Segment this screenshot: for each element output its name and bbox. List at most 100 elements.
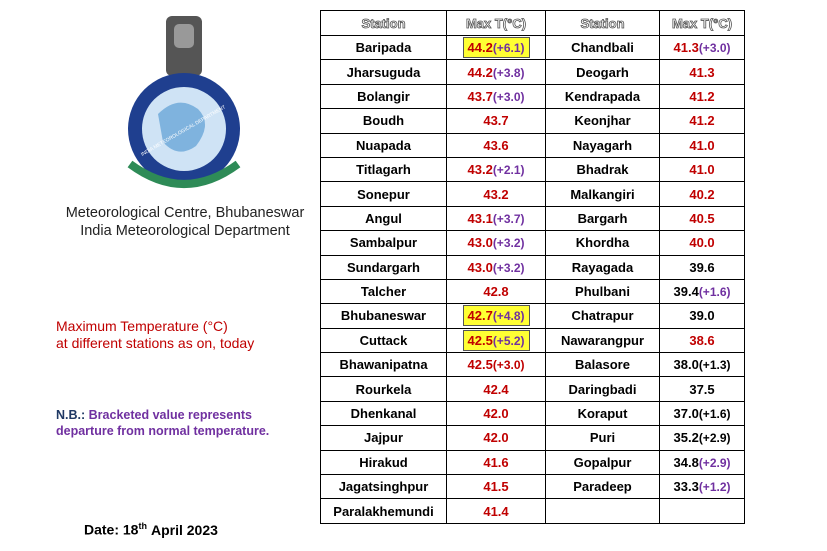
temp-wrap: 41.0 [689, 138, 714, 153]
temp-cell: 41.0 [659, 156, 745, 183]
max-temp: 43.1 [467, 210, 493, 226]
temp-cell: 43.0(+3.2) [446, 254, 546, 280]
departure: (+1.6) [698, 407, 731, 422]
temp-wrap: 42.0 [483, 406, 508, 421]
temp-wrap: 43.7(+3.0) [468, 89, 525, 104]
table-row: Cuttack 42.5(+5.2) Nawarangpur 38.6 [320, 327, 745, 354]
temp-cell: 42.4 [446, 376, 546, 402]
station-cell: Jagatsinghpur [320, 474, 447, 500]
empty-cell [545, 498, 660, 524]
max-temp: 44.2 [467, 40, 493, 56]
max-temp: 41.3 [673, 40, 699, 56]
temp-wrap: 41.3 [689, 65, 714, 80]
departure: (+1.2) [698, 480, 731, 495]
temp-cell: 41.5 [446, 474, 546, 500]
station-cell: Puri [545, 425, 660, 451]
table-row: Sambalpur 43.0(+3.2) Khordha 40.0 [320, 230, 745, 256]
temp-wrap: 41.2 [689, 89, 714, 104]
temp-wrap: 39.4(+1.6) [674, 284, 731, 299]
departure: (+3.0) [698, 41, 731, 56]
header-row: Station Max T(°C) Station Max T(°C) [320, 10, 745, 36]
station-cell: Bhadrak [545, 156, 660, 183]
departure: (+3.8) [492, 65, 525, 80]
table-row: Jajpur 42.0 Puri 35.2(+2.9) [320, 425, 745, 451]
station-cell: Jharsuguda [320, 59, 447, 85]
temp-wrap: 41.6 [483, 455, 508, 470]
temp-wrap: 43.0(+3.2) [468, 260, 525, 275]
temp-wrap: 43.2 [483, 187, 508, 202]
empty-cell [659, 498, 745, 524]
temp-wrap: 42.5(+5.2) [462, 329, 530, 351]
max-temp: 38.6 [689, 332, 715, 348]
temp-wrap: 40.5 [689, 211, 714, 226]
station-cell: Sonepur [320, 181, 447, 207]
station-cell: Sambalpur [320, 230, 447, 256]
table-row: Bhawanipatna 42.5(+3.0) Balasore 38.0(+1.3) [320, 352, 745, 378]
table-row: Sundargarh 43.0(+3.2) Rayagada 39.6 [320, 254, 745, 280]
temp-wrap: 37.0(+1.6) [674, 406, 731, 421]
station-cell: Paradeep [545, 474, 660, 500]
temp-cell: 38.0(+1.3) [659, 352, 745, 378]
station-cell: Chandbali [545, 34, 660, 61]
max-temp: 43.7 [467, 88, 493, 104]
note: N.B.: Bracketed value represents departu… [56, 407, 306, 439]
departure: (+6.1) [492, 41, 525, 56]
station-cell: Boudh [320, 108, 447, 134]
station-cell: Angul [320, 205, 447, 232]
temp-cell: 41.3(+3.0) [659, 34, 745, 61]
max-temp: 43.0 [467, 235, 493, 251]
table-row: Jharsuguda 44.2(+3.8) Deogarh 41.3 [320, 59, 745, 85]
max-temp: 42.4 [483, 381, 509, 397]
departure: (+2.9) [698, 455, 731, 470]
temp-cell: 43.0(+3.2) [446, 230, 546, 256]
station-cell: Keonjhar [545, 108, 660, 134]
table-row: Jagatsinghpur 41.5 Paradeep 33.3(+1.2) [320, 474, 745, 500]
max-temp: 41.6 [483, 454, 509, 470]
max-temp: 41.0 [689, 137, 715, 153]
table-row: Boudh 43.7 Keonjhar 41.2 [320, 108, 745, 134]
temp-cell: 43.2 [446, 181, 546, 207]
temp-cell: 43.7 [446, 108, 546, 134]
temp-wrap: 33.3(+1.2) [674, 479, 731, 494]
temp-wrap: 42.0 [483, 430, 508, 445]
station-cell: Bolangir [320, 83, 447, 110]
logo-ribbon [127, 160, 241, 188]
temp-cell: 40.5 [659, 205, 745, 232]
departure: (+5.2) [492, 333, 525, 348]
max-temp: 42.0 [483, 430, 509, 446]
station-cell: Nayagarh [545, 132, 660, 158]
max-temp: 43.7 [483, 113, 509, 129]
max-temp: 41.5 [483, 479, 509, 495]
table-row: Rourkela 42.4 Daringbadi 37.5 [320, 376, 745, 402]
imd-logo: INDIA METEOROLOGICAL DEPARTMENT [127, 16, 241, 188]
temp-wrap: 41.4 [483, 504, 508, 519]
max-temp: 41.3 [689, 64, 715, 80]
station-cell: Dhenkanal [320, 400, 447, 427]
temp-cell: 42.7(+4.8) [446, 303, 546, 329]
note-label: N.B.: [56, 408, 86, 422]
table-row: Baripada 44.2(+6.1) Chandbali 41.3(+3.0) [320, 34, 745, 61]
logo-map [158, 102, 206, 152]
temp-wrap: 41.0 [689, 162, 714, 177]
temp-wrap: 41.2 [689, 113, 714, 128]
table-row: Paralakhemundi 41.4 [320, 498, 745, 524]
max-temp: 39.0 [689, 308, 715, 324]
temp-wrap: 42.7(+4.8) [462, 305, 530, 327]
temp-wrap: 44.2(+3.8) [468, 65, 525, 80]
column-header: Station [545, 10, 660, 36]
temp-wrap: 43.1(+3.7) [468, 211, 525, 226]
temp-wrap: 39.0 [689, 308, 714, 323]
temp-cell: 41.6 [446, 449, 546, 476]
departure: (+4.8) [492, 309, 525, 324]
temp-cell: 43.1(+3.7) [446, 205, 546, 232]
departure: (+3.2) [492, 236, 525, 251]
column-header: Max T(°C) [659, 10, 745, 36]
temp-wrap: 41.3(+3.0) [674, 40, 731, 55]
date-sup: th [138, 521, 147, 531]
table-row: Nuapada 43.6 Nayagarh 41.0 [320, 132, 745, 158]
max-temp: 39.6 [689, 259, 715, 275]
station-cell: Chatrapur [545, 303, 660, 329]
temp-wrap: 43.0(+3.2) [468, 235, 525, 250]
max-temp: 42.7 [467, 308, 493, 324]
